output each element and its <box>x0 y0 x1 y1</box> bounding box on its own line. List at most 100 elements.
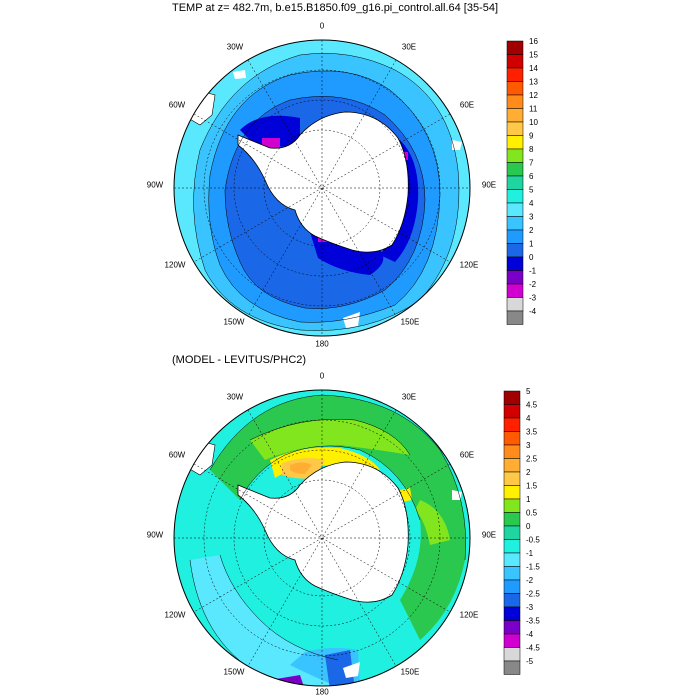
top-lon-label-150w: 150W <box>223 317 245 327</box>
bottom-colorbar-swatch-9 <box>503 512 521 527</box>
bottom-colorbar-swatch-15 <box>503 593 521 608</box>
bottom-lon-label-180: 180 <box>315 687 329 697</box>
top-lon-label-120w: 120W <box>164 260 186 270</box>
bottom-lon-label-120w: 120W <box>164 610 186 620</box>
bottom-colorbar-label-16: -3 <box>526 603 534 612</box>
top-lon-label-60e: 60E <box>459 100 475 110</box>
bottom-lon-label-30e: 30E <box>401 392 417 402</box>
top-colorbar-label-7: 9 <box>529 132 534 141</box>
bottom-colorbar-swatch-1 <box>503 404 521 419</box>
bottom-colorbar-swatch-4 <box>503 444 521 459</box>
top-colorbar-label-9: 7 <box>529 159 534 168</box>
top-colorbar-swatch-4 <box>506 94 524 109</box>
bottom-colorbar-swatch-18 <box>503 633 521 648</box>
top-colorbar-label-6: 10 <box>529 118 538 127</box>
bottom-colorbar-label-0: 5 <box>526 387 531 396</box>
bottom-lon-label-90w: 90W <box>146 530 164 540</box>
top-lon-label-90e: 90E <box>481 180 497 190</box>
bottom-colorbar-label-11: -0.5 <box>526 536 540 545</box>
bottom-colorbar-label-9: 0.5 <box>526 509 538 518</box>
top-map-title: TEMP at z= 482.7m, b.e15.B1850.f09_g16.p… <box>172 2 499 14</box>
bottom-lon-label-60e: 60E <box>459 450 475 460</box>
top-antarctica-landmass <box>237 111 409 253</box>
top-colorbar-label-19: -3 <box>529 294 537 303</box>
bottom-colorbar-swatch-8 <box>503 498 521 513</box>
top-colorbar-label-18: -2 <box>529 280 537 289</box>
top-lon-label-150e: 150E <box>400 317 420 327</box>
top-colorbar-swatch-6 <box>506 121 524 136</box>
top-colorbar-swatch-18 <box>506 283 524 298</box>
top-colorbar-swatch-9 <box>506 162 524 177</box>
bottom-colorbar-swatch-5 <box>503 458 521 473</box>
bottom-colorbar-label-8: 1 <box>526 495 531 504</box>
bottom-colorbar-swatch-19 <box>503 647 521 662</box>
top-colorbar-label-3: 13 <box>529 78 538 87</box>
bottom-lon-label-90e: 90E <box>481 530 497 540</box>
bottom-colorbar-swatch-6 <box>503 471 521 486</box>
bottom-map-title: (MODEL - LEVITUS/PHC2) <box>172 354 307 366</box>
bottom-colorbar-swatch-11 <box>503 539 521 554</box>
bottom-colorbar-label-17: -3.5 <box>526 617 540 626</box>
top-graticule <box>174 40 470 336</box>
bottom-colorbar-label-2: 4 <box>526 414 531 423</box>
bottom-colorbar-label-12: -1 <box>526 549 534 558</box>
bottom-colorbar-label-10: 0 <box>526 522 531 531</box>
bottom-colorbar-label-20: -5 <box>526 657 534 666</box>
top-lon-label-0: 0 <box>319 21 325 31</box>
bottom-lon-label-30w: 30W <box>226 392 244 402</box>
top-lon-label-180: 180 <box>315 339 329 349</box>
bottom-colorbar-label-18: -4 <box>526 630 534 639</box>
bottom-colorbar-swatch-7 <box>503 485 521 500</box>
bottom-colorbar-label-1: 4.5 <box>526 401 538 410</box>
bottom-colorbar-label-19: -4.5 <box>526 644 540 653</box>
bottom-colorbar-swatch-16 <box>503 606 521 621</box>
bottom-colorbar-label-6: 2 <box>526 468 531 477</box>
top-colorbar-swatch-17 <box>506 270 524 285</box>
bottom-colorbar-label-3: 3.5 <box>526 428 538 437</box>
bottom-colorbar-label-4: 3 <box>526 441 531 450</box>
bottom-colorbar-label-14: -2 <box>526 576 534 585</box>
top-colorbar-label-0: 16 <box>529 37 538 46</box>
top-lon-label-30e: 30E <box>401 42 417 52</box>
top-map <box>173 39 471 337</box>
top-colorbar-swatch-1 <box>506 54 524 69</box>
bottom-colorbar-swatch-2 <box>503 417 521 432</box>
top-colorbar-label-1: 15 <box>529 51 538 60</box>
bottom-antarctica-landmass <box>237 461 409 603</box>
top-colorbar-swatch-20 <box>506 310 524 325</box>
top-colorbar-label-2: 14 <box>529 64 538 73</box>
bottom-colorbar-label-7: 1.5 <box>526 482 538 491</box>
top-colorbar-swatch-19 <box>506 297 524 312</box>
bottom-colorbar-swatch-12 <box>503 552 521 567</box>
bottom-colorbar-swatch-20 <box>503 660 521 675</box>
bottom-lon-label-60w: 60W <box>168 450 186 460</box>
top-colorbar-label-16: 0 <box>529 253 534 262</box>
top-colorbar-swatch-11 <box>506 189 524 204</box>
top-colorbar-swatch-8 <box>506 148 524 163</box>
top-map-boundary <box>173 39 471 337</box>
bottom-lon-label-150e: 150E <box>400 667 420 677</box>
top-lon-label-120e: 120E <box>459 260 479 270</box>
bottom-colorbar-swatch-3 <box>503 431 521 446</box>
top-colorbar-label-10: 6 <box>529 172 534 181</box>
top-lon-label-90w: 90W <box>146 180 164 190</box>
bottom-colorbar-label-15: -2.5 <box>526 590 540 599</box>
top-colorbar-label-15: 1 <box>529 240 534 249</box>
top-colorbar-label-13: 3 <box>529 213 534 222</box>
top-colorbar-label-14: 2 <box>529 226 534 235</box>
top-colorbar-swatch-13 <box>506 216 524 231</box>
top-colorbar-swatch-14 <box>506 229 524 244</box>
top-colorbar-label-20: -4 <box>529 307 537 316</box>
bottom-lon-label-0: 0 <box>319 371 325 381</box>
top-colorbar-swatch-10 <box>506 175 524 190</box>
bottom-colorbar-swatch-13 <box>503 566 521 581</box>
top-colorbar-label-17: -1 <box>529 267 537 276</box>
bottom-colorbar-swatch-0 <box>503 390 521 405</box>
top-lon-label-30w: 30W <box>226 42 244 52</box>
top-colorbar-swatch-15 <box>506 243 524 258</box>
top-colorbar-swatch-5 <box>506 108 524 123</box>
bottom-colorbar-swatch-14 <box>503 579 521 594</box>
top-colorbar-swatch-12 <box>506 202 524 217</box>
